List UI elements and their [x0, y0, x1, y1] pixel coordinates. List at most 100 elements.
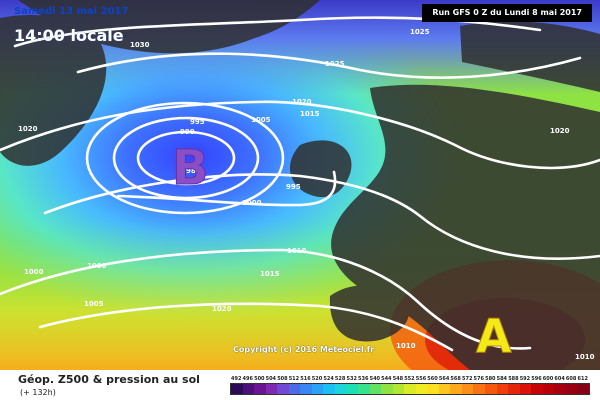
scale-color-swatch — [334, 384, 347, 394]
isobar-label: 1000 — [87, 262, 107, 270]
isobar-label: 1000 — [242, 199, 262, 207]
scale-color-swatch — [369, 384, 382, 394]
scale-color-swatch — [485, 384, 497, 394]
isobar-label: 1030 — [130, 41, 150, 49]
isobar-label: 1010 — [287, 247, 307, 255]
isobar-label: 995 — [286, 183, 301, 191]
scale-tick-label: 540 — [370, 376, 381, 382]
scale-tick-label: 564 — [439, 376, 450, 382]
scale-tick-label: 516 — [300, 376, 311, 382]
scale-tick-label: 608 — [566, 376, 577, 382]
color-scale-bar — [230, 383, 590, 395]
scale-color-swatch — [496, 384, 509, 394]
scale-color-swatch — [231, 384, 243, 394]
scale-tick-label: 500 — [254, 376, 265, 382]
scale-color-swatch — [277, 384, 289, 394]
scale-tick-label: 548 — [393, 376, 404, 382]
scale-labels: 492 496 500 504 508 512 516 520 524 528 532 536 540 5… — [231, 376, 589, 382]
isobar-labels: 1030 1025 1025 1020 1020 1020 1015 1015 … — [18, 28, 595, 361]
copyright-text: Copyright (c) 2016 Meteociel.fr — [233, 345, 375, 354]
scandinavia-landmass — [460, 21, 600, 92]
scale-color-swatch — [242, 384, 255, 394]
isobar-1015 — [43, 173, 600, 260]
scale-tick-label: 544 — [381, 376, 392, 382]
isobar-1020 — [0, 100, 600, 170]
scale-tick-label: 612 — [578, 376, 589, 382]
isobar-label: 990 — [180, 128, 195, 136]
isobar-1025 — [76, 52, 582, 79]
isobar-label: 1015 — [260, 270, 280, 278]
scale-color-swatch — [461, 384, 474, 394]
legend-title: Géop. Z500 & pression au sol — [18, 373, 200, 386]
scale-color-swatch — [265, 384, 278, 394]
scale-tick-label: 496 — [243, 376, 254, 382]
isobar-1010 — [0, 248, 532, 350]
isobar-label: 1015 — [300, 110, 320, 118]
isobar-label: 1010 — [575, 353, 595, 361]
scale-tick-label: 588 — [508, 376, 519, 382]
scale-tick-label: 568 — [450, 376, 461, 382]
scale-color-swatch — [288, 384, 301, 394]
forecast-date: Samedi 13 mai 2017 — [14, 6, 129, 17]
scale-tick-label: 508 — [277, 376, 288, 382]
isobar-label: 985 — [186, 167, 201, 175]
isobar-label: 1020 — [550, 127, 570, 135]
scale-tick-label: 536 — [358, 376, 369, 382]
scale-color-swatch — [311, 384, 324, 394]
scale-tick-label: 600 — [543, 376, 554, 382]
scale-color-swatch — [323, 384, 335, 394]
high-pressure-label: A — [476, 309, 512, 363]
isobar-995 — [85, 101, 285, 215]
scale-color-swatch — [381, 384, 393, 394]
scale-color-swatch — [577, 384, 589, 394]
scale-tick-label: 520 — [312, 376, 323, 382]
scale-tick-label: 576 — [474, 376, 485, 382]
scale-color-swatch — [358, 384, 370, 394]
scale-tick-label: 596 — [531, 376, 542, 382]
scale-tick-label: 492 — [231, 376, 242, 382]
scale-tick-label: 552 — [404, 376, 415, 382]
isobar-label: 1020 — [212, 305, 232, 313]
scale-tick-label: 524 — [323, 376, 334, 382]
scale-color-swatch — [542, 384, 555, 394]
model-run-label: Run GFS 0 Z du Lundi 8 mai 2017 — [422, 4, 592, 22]
scale-color-swatch — [531, 384, 543, 394]
isobar-label: 1020 — [292, 98, 312, 106]
scale-color-swatch — [554, 384, 566, 394]
isobar-label: 1025 — [410, 28, 430, 36]
isobar-label: 1005 — [84, 300, 104, 308]
scale-tick-label: 528 — [335, 376, 346, 382]
scale-tick-label: 580 — [485, 376, 496, 382]
isobar-1000 — [116, 170, 337, 207]
scale-tick-label: 532 — [347, 376, 358, 382]
isobar-label: 1020 — [18, 125, 38, 133]
legend-subtitle: (+ 132h) — [20, 388, 56, 397]
scale-color-swatch — [519, 384, 532, 394]
scale-tick-label: 572 — [462, 376, 473, 382]
landmass-layer — [0, 0, 600, 370]
scale-color-swatch — [450, 384, 462, 394]
scale-color-swatch — [404, 384, 416, 394]
scale-tick-label: 504 — [266, 376, 277, 382]
forecast-map: 1030 1025 1025 1020 1020 1020 1015 1015 … — [0, 0, 600, 370]
isobar-label: 1025 — [325, 60, 345, 68]
isobar-lines — [0, 16, 600, 352]
isobar-1005 — [38, 302, 454, 352]
isobar-label: 995 — [190, 118, 205, 126]
isobar-label: 1005 — [251, 116, 271, 124]
scale-color-swatch — [473, 384, 486, 394]
isobar-990 — [112, 116, 260, 200]
low-pressure-label: B — [172, 140, 209, 196]
scale-color-swatch — [415, 384, 428, 394]
scale-color-swatch — [346, 384, 359, 394]
greenland-landmass — [0, 15, 107, 166]
scale-tick-label: 592 — [520, 376, 531, 382]
scale-color-swatch — [300, 384, 312, 394]
scale-color-swatch — [565, 384, 578, 394]
forecast-time: 14:00 locale — [14, 26, 124, 45]
isobar-label: 1000 — [24, 268, 44, 276]
isobar-label: 1010 — [396, 342, 416, 350]
scale-tick-label: 584 — [497, 376, 508, 382]
scale-tick-label: 604 — [554, 376, 565, 382]
